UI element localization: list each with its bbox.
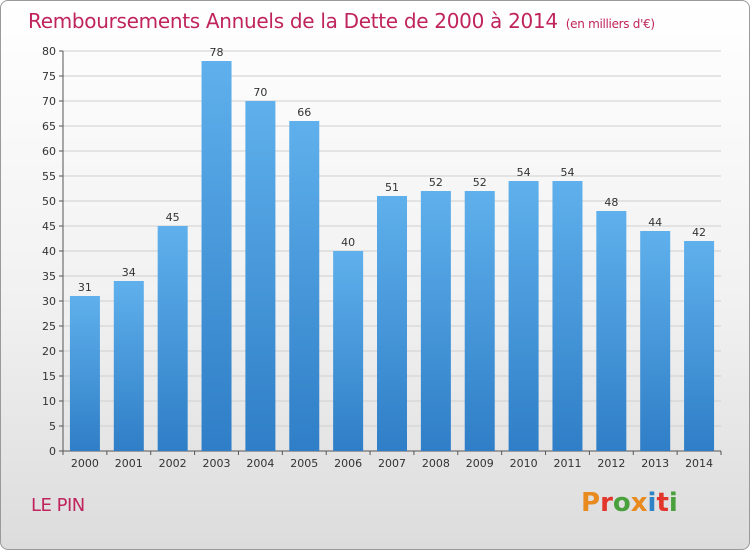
- bar-2001: [113, 281, 144, 451]
- bar-2005: [289, 121, 320, 451]
- y-tick-label: 30: [42, 295, 56, 308]
- data-label-2007: 51: [385, 181, 399, 194]
- y-tick-label: 25: [42, 320, 56, 333]
- logo-letter: i: [647, 488, 657, 518]
- bar-2004: [245, 101, 276, 451]
- y-tick-label: 75: [42, 70, 56, 83]
- bar-2013: [640, 231, 671, 451]
- x-tick-label-2004: 2004: [246, 457, 274, 470]
- data-label-2003: 78: [210, 46, 224, 59]
- x-axis-ticks: 2000 2001 2002 2003 2004 2005 2006 2007 2008 2009…: [62, 451, 722, 470]
- data-label-2001: 34: [122, 266, 136, 279]
- data-label-2009: 52: [473, 176, 487, 189]
- y-tick-label: 5: [49, 420, 56, 433]
- bar-2000: [69, 296, 100, 451]
- data-label-2011: 54: [560, 166, 574, 179]
- x-tick-label-2008: 2008: [422, 457, 450, 470]
- bar-2012: [596, 211, 627, 451]
- data-label-2010: 54: [517, 166, 531, 179]
- data-label-2008: 52: [429, 176, 443, 189]
- y-tick-label: 15: [42, 370, 56, 383]
- x-tick-label-2000: 2000: [71, 457, 99, 470]
- x-tick-label-2012: 2012: [597, 457, 625, 470]
- y-axis-ticks: 0 5 10 15 20 25 30 35 40 45 50 55 60 65 70 75 80: [42, 45, 63, 458]
- x-tick-label-2014: 2014: [685, 457, 713, 470]
- data-label-2014: 42: [692, 226, 706, 239]
- x-tick-label-2011: 2011: [553, 457, 581, 470]
- y-tick-label: 70: [42, 95, 56, 108]
- x-tick-label-2009: 2009: [466, 457, 494, 470]
- bar-2009: [464, 191, 495, 451]
- y-tick-label: 20: [42, 345, 56, 358]
- data-label-2000: 31: [78, 281, 92, 294]
- logo-letter: P: [581, 488, 601, 518]
- logo-letter: r: [600, 488, 613, 518]
- x-tick-label-2007: 2007: [378, 457, 406, 470]
- y-tick-label: 50: [42, 195, 56, 208]
- chart-title-text: Remboursements Annuels de la Dette de 20…: [28, 9, 558, 33]
- data-label-2012: 48: [604, 196, 618, 209]
- logo-letter: x: [630, 488, 648, 518]
- bar-2010: [508, 181, 539, 451]
- data-labels: 31 34 45 78 70 66 40 51 52 52 54 54 48 44 42: [78, 46, 706, 294]
- x-tick-label-2010: 2010: [510, 457, 538, 470]
- y-tick-label: 55: [42, 170, 56, 183]
- x-tick-label-2013: 2013: [641, 457, 669, 470]
- bar-2003: [201, 61, 232, 451]
- data-label-2005: 66: [297, 106, 311, 119]
- bar-2007: [377, 196, 407, 451]
- x-tick-label-2003: 2003: [203, 457, 231, 470]
- commune-name: LE PIN: [31, 495, 85, 516]
- y-tick-label: 45: [42, 220, 56, 233]
- logo-letter: o: [612, 488, 631, 518]
- y-tick-label: 65: [42, 120, 56, 133]
- data-label-2006: 40: [341, 236, 355, 249]
- logo-letter: i: [668, 488, 678, 518]
- y-tick-label: 35: [42, 270, 56, 283]
- x-tick-label-2001: 2001: [115, 457, 143, 470]
- chart-subtitle: (en milliers d'€): [565, 17, 655, 31]
- x-tick-label-2002: 2002: [159, 457, 187, 470]
- bar-2011: [552, 181, 583, 451]
- x-tick-label-2005: 2005: [290, 457, 318, 470]
- y-tick-label: 0: [49, 445, 56, 458]
- x-tick-label-2006: 2006: [334, 457, 362, 470]
- y-tick-label: 60: [42, 145, 56, 158]
- data-label-2013: 44: [648, 216, 662, 229]
- bar-2006: [333, 251, 364, 451]
- bar-2014: [684, 241, 715, 451]
- bar-2008: [420, 191, 451, 451]
- bar-2002: [157, 226, 188, 451]
- y-tick-label: 80: [42, 45, 56, 58]
- chart-title: Remboursements Annuels de la Dette de 20…: [28, 9, 655, 33]
- data-label-2002: 45: [166, 211, 180, 224]
- data-label-2004: 70: [253, 86, 267, 99]
- y-tick-label: 10: [42, 395, 56, 408]
- bars: [69, 61, 715, 451]
- y-tick-label: 40: [42, 245, 56, 258]
- proxiti-logo: Proxiti: [581, 488, 678, 518]
- logo-letter: t: [656, 488, 669, 518]
